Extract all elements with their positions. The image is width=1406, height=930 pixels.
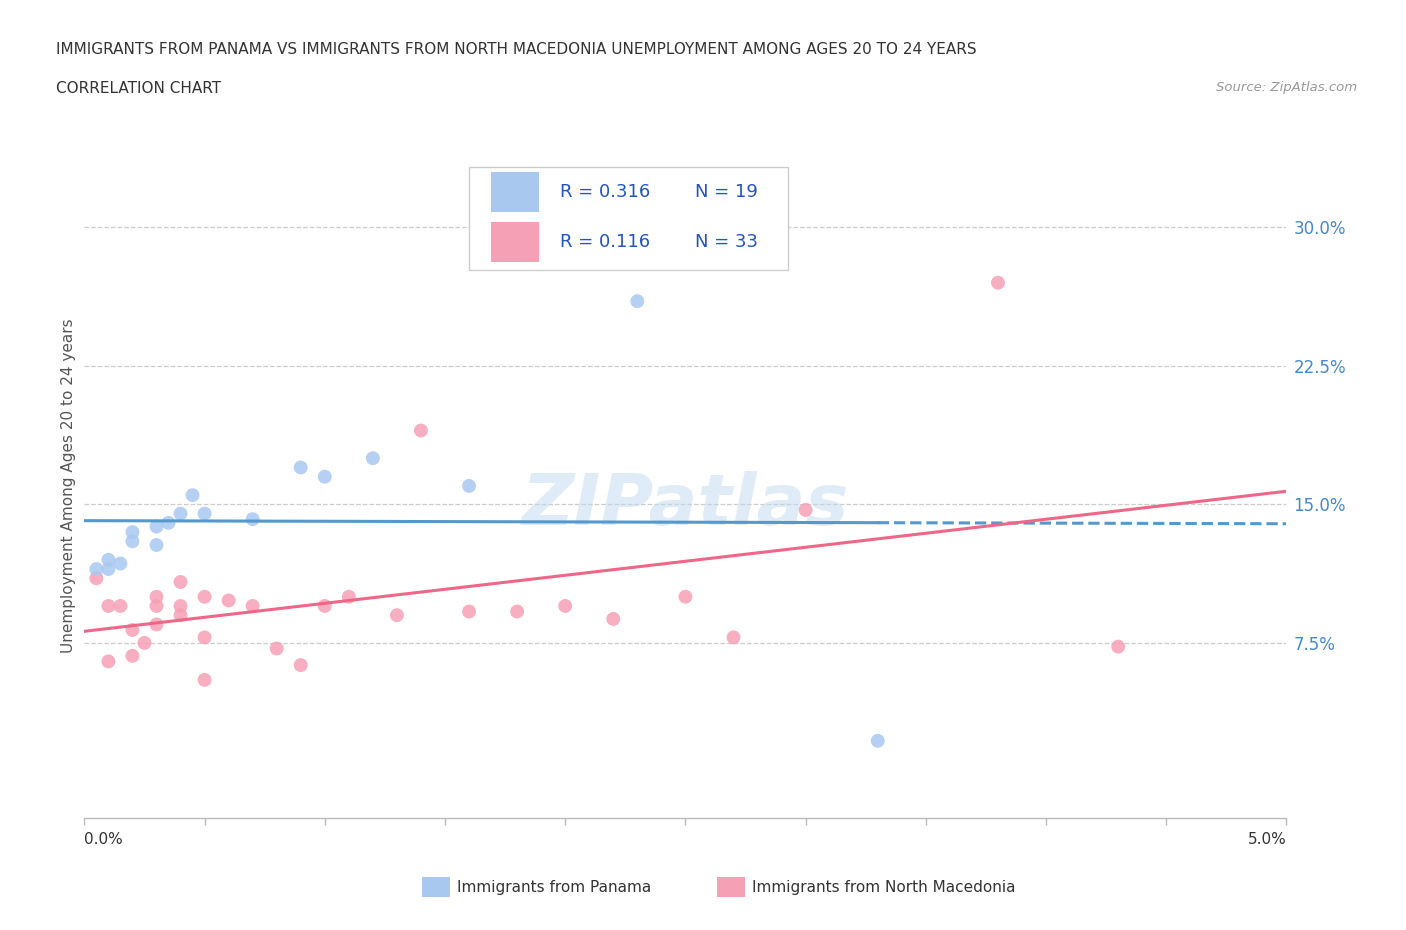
Text: R = 0.116: R = 0.116 (561, 232, 651, 251)
Point (194, 630, 217, 644)
Point (121, 534, 143, 549)
Text: IMMIGRANTS FROM PANAMA VS IMMIGRANTS FROM NORTH MACEDONIA UNEMPLOYMENT AMONG AGE: IMMIGRANTS FROM PANAMA VS IMMIGRANTS FRO… (56, 42, 977, 57)
Point (145, 519, 167, 534)
Point (361, 451, 384, 466)
Point (169, 506, 191, 521)
FancyBboxPatch shape (470, 166, 787, 270)
Point (121, 622, 143, 637)
Point (169, 608, 191, 623)
Point (266, 641, 288, 656)
Point (86, 571, 108, 586)
Text: Source: ZipAtlas.com: Source: ZipAtlas.com (1216, 81, 1357, 94)
Point (242, 599, 264, 614)
Point (97, 562, 120, 577)
Point (242, 512, 264, 526)
Point (194, 672, 217, 687)
Point (181, 487, 204, 502)
Point (169, 599, 191, 614)
Point (134, 635, 156, 650)
Text: 0.0%: 0.0% (84, 832, 124, 847)
Point (169, 575, 191, 590)
Text: R = 0.316: R = 0.316 (561, 182, 651, 201)
Point (194, 590, 217, 604)
Text: ZIPatlas: ZIPatlas (522, 472, 849, 540)
Point (626, 294, 648, 309)
Point (194, 506, 217, 521)
Point (506, 604, 529, 619)
Point (145, 590, 167, 604)
Point (97, 599, 120, 614)
Point (110, 599, 132, 614)
Point (458, 479, 481, 494)
Point (337, 590, 360, 604)
Text: Immigrants from Panama: Immigrants from Panama (457, 880, 651, 895)
Point (314, 470, 336, 485)
Point (290, 658, 312, 672)
Text: Immigrants from North Macedonia: Immigrants from North Macedonia (752, 880, 1015, 895)
Bar (491, 172, 538, 212)
Point (97, 654, 120, 669)
Point (86, 562, 108, 577)
Point (987, 275, 1010, 290)
Point (675, 590, 697, 604)
Point (290, 460, 312, 475)
Point (145, 617, 167, 631)
Point (385, 608, 408, 623)
Point (218, 593, 240, 608)
Point (97, 552, 120, 567)
Point (554, 599, 576, 614)
Point (866, 734, 889, 749)
Text: CORRELATION CHART: CORRELATION CHART (56, 81, 221, 96)
Text: N = 19: N = 19 (695, 182, 758, 201)
Text: N = 33: N = 33 (695, 232, 758, 251)
Point (1107, 639, 1129, 654)
Point (145, 599, 167, 614)
Y-axis label: Unemployment Among Ages 20 to 24 years: Unemployment Among Ages 20 to 24 years (60, 319, 76, 653)
Point (121, 648, 143, 663)
Point (314, 599, 336, 614)
Point (145, 538, 167, 552)
Point (157, 515, 180, 530)
Point (602, 612, 624, 627)
Point (121, 525, 143, 539)
Point (409, 423, 432, 438)
Point (794, 502, 817, 517)
Point (723, 630, 745, 644)
Point (458, 604, 481, 619)
Text: 5.0%: 5.0% (1247, 832, 1286, 847)
Point (110, 556, 132, 571)
Bar (491, 222, 538, 262)
